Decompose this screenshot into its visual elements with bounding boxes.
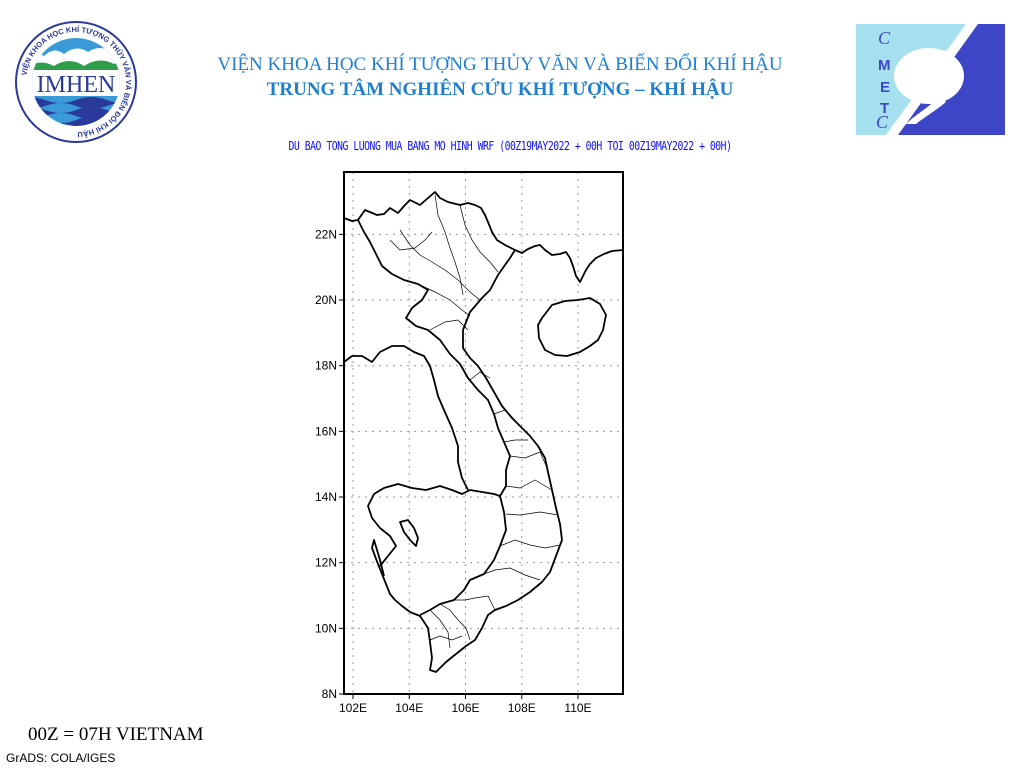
- svg-text:T: T: [880, 100, 889, 117]
- lat-tick-label: 18N: [315, 359, 337, 373]
- lat-tick-label: 14N: [315, 490, 337, 504]
- vietnam-coast: [409, 249, 563, 673]
- cmetc-logo: C M E T C: [856, 24, 1005, 135]
- lat-tick-label: 12N: [315, 556, 337, 570]
- map-frame: [343, 171, 624, 695]
- coastlines-and-borders: [343, 191, 624, 673]
- grads-credit: GrADS: COLA/IGES: [6, 751, 116, 765]
- cambodia-thailand-border: [367, 493, 397, 567]
- map-title: DU BAO TONG LUONG MUA BANG MO HINH WRF (…: [288, 138, 732, 153]
- vietnam-west-border: [357, 219, 511, 616]
- cambodia-north-border: [373, 483, 501, 497]
- lon-tick-label: 102E: [339, 701, 367, 715]
- gulf-of-thailand-coast: [371, 539, 411, 613]
- hainan-island: [537, 297, 607, 357]
- lat-tick-label: 8N: [322, 687, 337, 701]
- china-coast: [514, 244, 624, 283]
- lat-tick-label: 16N: [315, 424, 337, 438]
- svg-text:M: M: [878, 57, 891, 74]
- province-borders: [389, 194, 561, 649]
- lon-tick-label: 106E: [451, 701, 479, 715]
- center-name: TRUNG TÂM NGHIÊN CỨU KHÍ TƯỢNG – KHÍ HẬU: [266, 79, 734, 100]
- svg-text:C: C: [876, 112, 889, 132]
- lat-tick-label: 20N: [315, 293, 337, 307]
- svg-text:E: E: [880, 79, 890, 96]
- laos-thailand-border: [343, 345, 469, 491]
- lat-tick-label: 22N: [315, 227, 337, 241]
- timezone-note: 00Z = 07H VIETNAM: [28, 724, 204, 745]
- axis-ticks: 102E 104E 106E 108E 110E 8N 10N 12N 14N 16N 18N 20N…: [315, 227, 592, 715]
- lon-tick-label: 108E: [508, 701, 536, 715]
- tonle-sap-lake: [399, 519, 419, 547]
- imhen-logo: IMHEN VIỆN KHOA HỌC KHÍ TƯỢNG THỦY VĂN V…: [15, 21, 137, 143]
- lon-tick-label: 104E: [395, 701, 423, 715]
- svg-text:C: C: [878, 28, 891, 48]
- institute-name: VIỆN KHOA HỌC KHÍ TƯỢNG THỦY VĂN VÀ BIẾN…: [217, 54, 783, 75]
- lat-tick-label: 10N: [315, 621, 337, 635]
- imhen-logo-text: IMHEN: [37, 72, 116, 98]
- grid-lines: [344, 172, 623, 694]
- north-border: [343, 191, 516, 251]
- lon-tick-label: 110E: [564, 701, 591, 715]
